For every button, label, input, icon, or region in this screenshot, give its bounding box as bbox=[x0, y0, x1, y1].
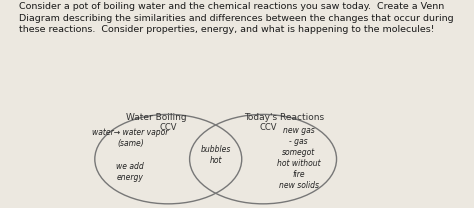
Text: CCV: CCV bbox=[259, 123, 276, 132]
Text: Consider a pot of boiling water and the chemical reactions you saw today.  Creat: Consider a pot of boiling water and the … bbox=[19, 2, 454, 34]
Text: CCV: CCV bbox=[160, 123, 177, 132]
Text: water→ water vapor
(same)

we add
energy: water→ water vapor (same) we add energy bbox=[92, 128, 169, 182]
Text: bubbles
hot: bubbles hot bbox=[201, 145, 231, 165]
Text: Today's Reactions: Today's Reactions bbox=[244, 113, 325, 122]
Text: new gas
- gas
somegot
hot without
fire
new solids: new gas - gas somegot hot without fire n… bbox=[277, 126, 320, 190]
Text: Water Boiling: Water Boiling bbox=[126, 113, 187, 122]
